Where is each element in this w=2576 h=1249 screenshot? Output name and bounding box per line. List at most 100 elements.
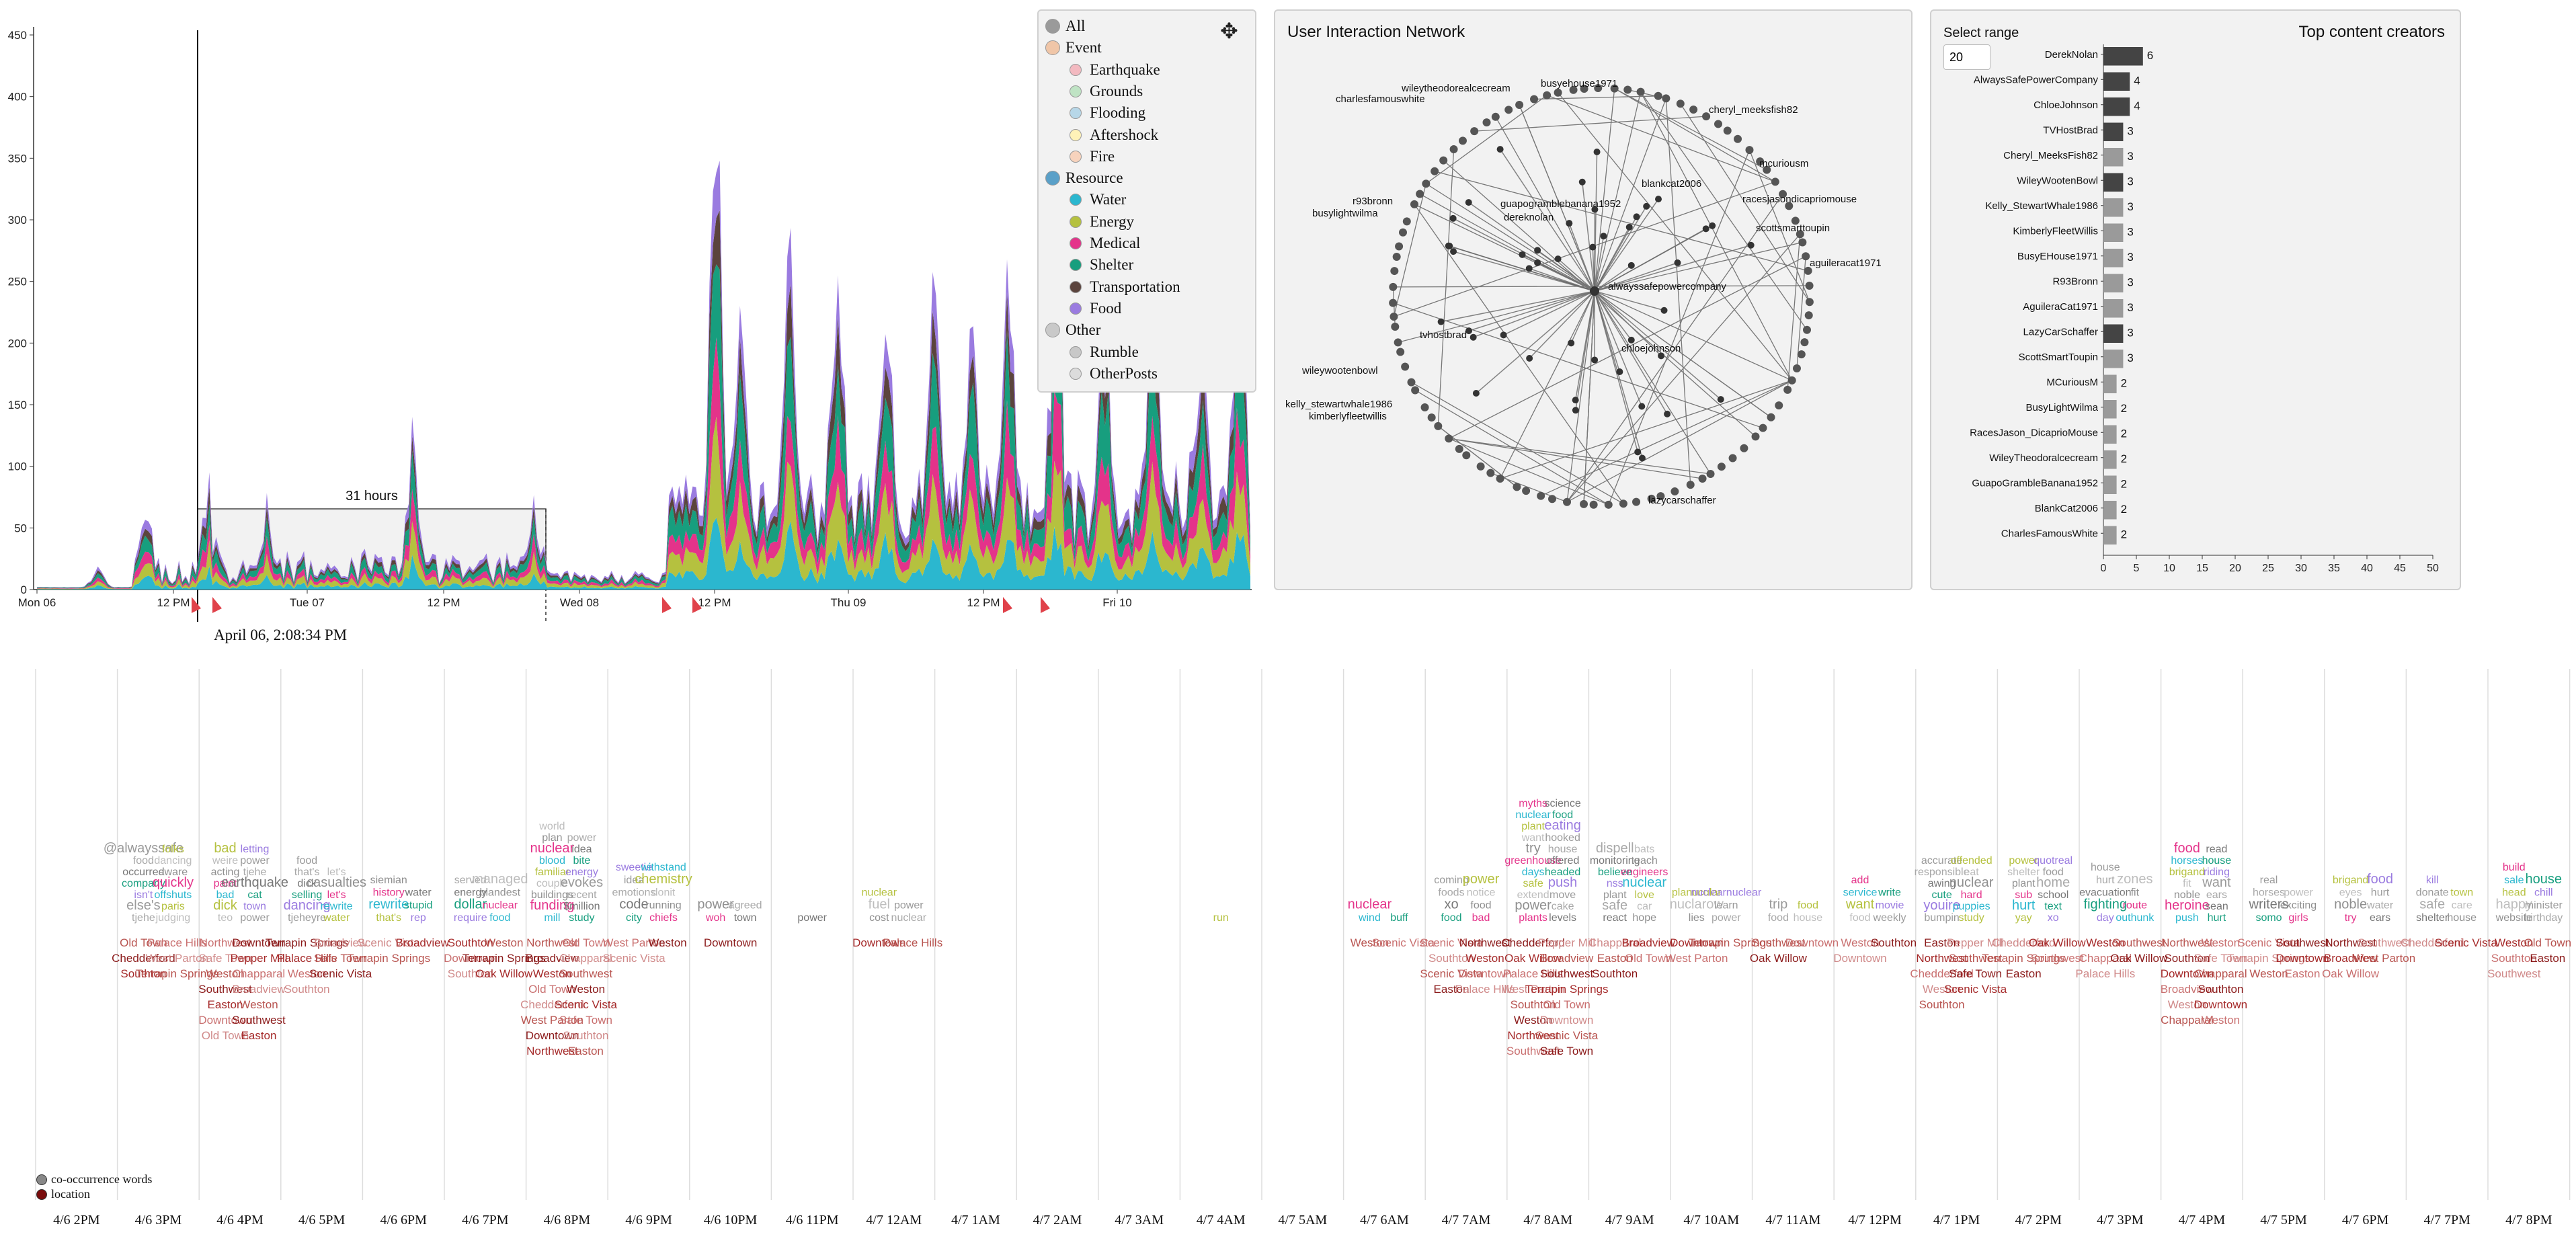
network-node[interactable] xyxy=(1455,444,1463,453)
location-word[interactable]: Downtown xyxy=(1540,1014,1593,1026)
cooccurrence-word[interactable]: weire xyxy=(212,855,238,867)
cooccurrence-word[interactable]: couple xyxy=(536,878,568,889)
cooccurrence-word[interactable]: lies xyxy=(1689,912,1705,924)
time-bucket-label[interactable]: 4/6 4PM xyxy=(216,1213,264,1227)
network-node[interactable] xyxy=(1449,214,1457,222)
network-node[interactable] xyxy=(1686,481,1695,489)
location-word[interactable]: Scenic Vista xyxy=(358,936,421,949)
creator-bar[interactable] xyxy=(2103,374,2117,394)
network-node[interactable] xyxy=(1434,421,1443,430)
time-bucket-label[interactable]: 4/6 8PM xyxy=(543,1213,591,1227)
creator-bar[interactable] xyxy=(2103,274,2124,293)
network-node[interactable] xyxy=(1717,462,1726,471)
network-node[interactable] xyxy=(1572,407,1579,414)
cooccurrence-word[interactable]: head xyxy=(2502,887,2526,899)
cooccurrence-word[interactable]: rep xyxy=(411,912,426,924)
cooccurrence-word[interactable]: evacuation xyxy=(2079,887,2131,899)
creator-bar[interactable] xyxy=(2103,148,2124,167)
cooccurrence-word[interactable]: chemistry xyxy=(635,872,692,887)
location-word[interactable]: Safe Town xyxy=(314,952,367,965)
network-node[interactable] xyxy=(1627,336,1635,344)
cooccurrence-word[interactable]: planucular xyxy=(1672,887,1722,899)
cooccurrence-word[interactable]: offended xyxy=(1951,855,1993,867)
cooccurrence-word[interactable]: outhunk xyxy=(2116,912,2155,924)
event-marker[interactable] xyxy=(692,597,702,613)
cooccurrence-word[interactable]: blandest xyxy=(480,887,521,899)
legend-item-energy[interactable]: Energy xyxy=(1070,213,1134,231)
cooccurrence-word[interactable]: brigand xyxy=(2333,875,2368,886)
network-node[interactable] xyxy=(1702,112,1711,121)
cooccurrence-word[interactable]: safe xyxy=(2419,897,2445,912)
time-bucket-label[interactable]: 4/7 3AM xyxy=(1115,1213,1164,1227)
time-bucket-label[interactable]: 4/7 12AM xyxy=(866,1213,922,1227)
cooccurrence-word[interactable]: siemian xyxy=(370,875,407,886)
location-word[interactable]: Palace Hills xyxy=(2075,967,2135,980)
network-node[interactable] xyxy=(1671,487,1679,496)
creator-bar[interactable] xyxy=(2103,97,2130,116)
network-node[interactable] xyxy=(1420,403,1429,412)
legend-item-shelter[interactable]: Shelter xyxy=(1070,256,1133,274)
cooccurrence-word[interactable]: hurt xyxy=(2012,898,2036,913)
cooccurrence-word[interactable]: plan xyxy=(542,832,562,844)
cooccurrence-word[interactable]: nuclear xyxy=(891,912,927,924)
creator-bar[interactable] xyxy=(2103,400,2117,419)
network-node[interactable] xyxy=(1619,499,1627,508)
cooccurrence-word[interactable]: care xyxy=(2452,899,2472,911)
cooccurrence-word[interactable]: sweetie xyxy=(616,862,652,873)
legend-item-other[interactable]: Other xyxy=(1045,321,1100,339)
network-node[interactable] xyxy=(1656,492,1665,501)
network-node[interactable] xyxy=(1534,247,1541,254)
legend-item-medical[interactable]: Medical xyxy=(1070,235,1140,252)
cooccurrence-word[interactable]: that's xyxy=(294,867,320,878)
network-node[interactable] xyxy=(1566,220,1573,227)
location-word[interactable]: Southton xyxy=(1871,936,1917,949)
network-node[interactable] xyxy=(1638,454,1646,462)
location-word[interactable]: Northwest xyxy=(2161,936,2213,949)
cooccurrence-word[interactable]: donit xyxy=(652,887,676,899)
location-word[interactable]: Weston xyxy=(648,936,686,949)
time-bucket-label[interactable]: 4/6 2PM xyxy=(53,1213,100,1227)
cooccurrence-word[interactable]: ears xyxy=(2206,889,2227,901)
network-node[interactable] xyxy=(1723,126,1732,135)
cooccurrence-word[interactable]: school xyxy=(2038,889,2068,901)
cooccurrence-word[interactable]: myths xyxy=(1519,798,1547,809)
network-node[interactable] xyxy=(1655,196,1662,203)
cooccurrence-word[interactable]: paris xyxy=(161,901,185,912)
cooccurrence-word[interactable]: xo xyxy=(2048,912,2059,924)
location-word[interactable]: Chedderford xyxy=(1910,967,1974,980)
location-word[interactable]: Broadview xyxy=(1622,936,1676,949)
cooccurrence-word[interactable]: hope xyxy=(1632,912,1656,924)
cooccurrence-word[interactable]: eat xyxy=(1964,867,1979,878)
location-word[interactable]: Southwest xyxy=(232,1014,286,1026)
location-word[interactable]: Safe Town xyxy=(198,952,251,965)
time-bucket-label[interactable]: 4/7 5PM xyxy=(2260,1213,2307,1227)
location-word[interactable]: Southton xyxy=(448,936,493,949)
cooccurrence-word[interactable]: brigand xyxy=(2169,867,2205,878)
network-node[interactable] xyxy=(1572,397,1579,404)
network-node[interactable] xyxy=(1548,495,1557,503)
time-bucket-label[interactable]: 4/7 6PM xyxy=(2341,1213,2389,1227)
timeline-streamgraph[interactable]: 0 50 100 150 200 250 300 350 400 450 Mon 06 12 PM Tu… xyxy=(0,0,1264,659)
time-bucket-label[interactable]: 4/6 9PM xyxy=(625,1213,672,1227)
cooccurrence-word[interactable]: eyes xyxy=(2339,887,2362,899)
cooccurrence-word[interactable]: levels xyxy=(1549,912,1576,924)
network-hub-node[interactable] xyxy=(1590,286,1599,296)
location-word[interactable]: Easton xyxy=(1434,983,1470,996)
cooccurrence-word[interactable]: power xyxy=(567,832,597,844)
location-word[interactable]: Chapparal xyxy=(2161,1014,2213,1026)
location-word[interactable]: Weston xyxy=(533,967,571,980)
location-word[interactable]: Scenic Vista xyxy=(2435,936,2498,949)
cooccurrence-word[interactable]: food xyxy=(2043,867,2064,878)
creator-bar[interactable] xyxy=(2103,198,2124,217)
location-word[interactable]: Palace Hills xyxy=(147,936,207,949)
cooccurrence-word[interactable]: nuclarow xyxy=(1670,897,1724,912)
network-node[interactable] xyxy=(1674,259,1681,266)
location-word[interactable]: Southwest xyxy=(198,983,252,996)
location-word[interactable]: Oak Willow xyxy=(2322,967,2380,980)
cooccurrence-word[interactable]: bite xyxy=(573,855,591,867)
location-word[interactable]: Downtown xyxy=(526,1029,579,1042)
network-node[interactable] xyxy=(1472,390,1480,397)
network-node[interactable] xyxy=(1717,396,1724,403)
cooccurrence-word[interactable]: wind xyxy=(1358,912,1381,924)
cooccurrence-word[interactable]: fuel xyxy=(869,897,890,912)
